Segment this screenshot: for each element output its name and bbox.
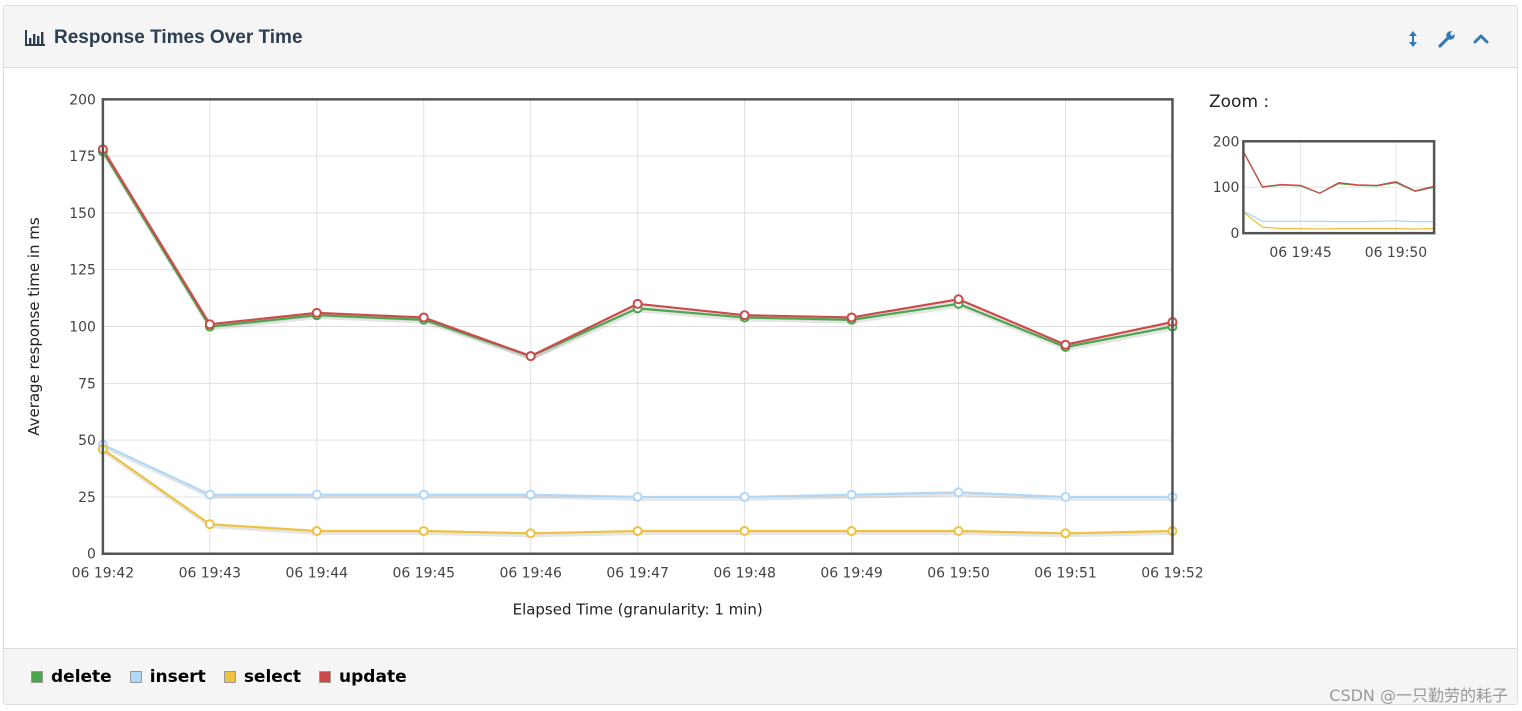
data-point-select (632, 526, 643, 537)
legend-label: insert (149, 667, 206, 687)
watermark: CSDN @一只勤劳的耗子 (1329, 686, 1508, 705)
data-point-select (418, 526, 429, 537)
y-tick-label: 125 (69, 263, 96, 279)
x-tick-label: 06 19:44 (286, 566, 349, 582)
x-tick-label: 06 19:46 (499, 566, 561, 582)
y-tick-label: 150 (69, 206, 96, 222)
data-point-select (525, 528, 536, 539)
y-axis-label: Average response time in ms (25, 217, 43, 436)
y-tick-label: 50 (78, 433, 96, 449)
chevron-up-icon[interactable] (1470, 28, 1492, 50)
legend-item-insert[interactable]: insert (129, 667, 206, 687)
data-point-insert (846, 489, 857, 500)
legend-label: delete (51, 667, 112, 687)
data-point-select (739, 526, 750, 537)
legend-item-delete[interactable]: delete (31, 667, 112, 687)
legend: delete insert select update (31, 667, 425, 687)
zoom-plot-border (1242, 140, 1436, 235)
x-tick-label: 06 19:45 (393, 566, 455, 582)
data-point-update (311, 307, 322, 318)
x-tick-label: 06 19:51 (1034, 566, 1096, 582)
x-tick-label: 06 19:42 (72, 566, 134, 582)
data-point-select (311, 526, 322, 537)
panel-footer: delete insert select update (4, 648, 1517, 704)
data-point-insert (418, 489, 429, 500)
response-times-panel: Response Times Over Time 0 25 50 75 100 125 15… (3, 5, 1518, 705)
x-tick-label: 06 19:43 (179, 566, 241, 582)
y-tick-label: 25 (78, 490, 96, 506)
plot-border (101, 98, 1174, 555)
panel-title: Response Times Over Time (54, 27, 303, 48)
data-point-update (204, 319, 215, 330)
data-point-select (953, 526, 964, 537)
bar-chart-icon (25, 30, 45, 46)
y-tick-label: 200 (69, 92, 96, 108)
data-point-update (846, 312, 857, 323)
y-tick-label: 100 (69, 320, 96, 336)
y-tick-label: 175 (69, 149, 96, 165)
data-point-update (632, 298, 643, 309)
zoom-series-line-update (1242, 151, 1435, 194)
y-tick-label: 75 (78, 376, 96, 392)
wrench-icon[interactable] (1436, 28, 1458, 50)
data-point-insert (311, 489, 322, 500)
data-point-insert (204, 489, 215, 500)
legend-swatch-select (223, 671, 236, 683)
data-point-insert (1060, 491, 1071, 502)
data-point-insert (953, 487, 964, 498)
response-times-chart: 0 25 50 75 100 125 150 175 200 06 19:42 06 19:43 06… (25, 92, 1436, 619)
x-tick-label: 06 19:50 (927, 566, 989, 582)
x-tick-label: 06 19:48 (713, 566, 775, 582)
x-tick-label: 06 19:47 (606, 566, 668, 582)
data-point-insert (525, 489, 536, 500)
x-tick-label: 06 19:49 (820, 566, 882, 582)
zoom-y-tick-label: 100 (1213, 180, 1240, 196)
legend-item-update[interactable]: update (319, 667, 407, 687)
x-tick-label: 06 19:52 (1141, 566, 1203, 582)
data-point-update (418, 312, 429, 323)
data-point-update (1060, 339, 1071, 350)
zoom-y-tick-label: 200 (1213, 134, 1240, 150)
series-shadow-insert (103, 444, 1174, 501)
data-point-select (1060, 528, 1071, 539)
legend-swatch-insert (129, 671, 142, 683)
data-point-update (739, 310, 750, 321)
data-point-update (525, 351, 536, 362)
data-point-insert (739, 491, 750, 502)
data-point-select (846, 526, 857, 537)
zoom-y-tick-label: 0 (1230, 226, 1239, 242)
zoom-series-line-insert (1243, 210, 1435, 223)
data-point-select (204, 519, 215, 530)
y-tick-label: 0 (87, 547, 96, 563)
x-axis-label: Elapsed Time (granularity: 1 min) (513, 601, 763, 619)
legend-swatch-update (319, 671, 332, 683)
zoom-x-tick-label: 06 19:45 (1269, 245, 1331, 261)
data-point-update (953, 294, 964, 305)
legend-swatch-delete (31, 671, 43, 683)
legend-item-select[interactable]: select (223, 667, 302, 687)
vertical-resize-icon[interactable] (1402, 28, 1424, 50)
legend-label: select (243, 667, 302, 687)
panel-heading: Response Times Over Time (4, 6, 1517, 68)
zoom-label: Zoom : (1209, 92, 1270, 112)
zoom-x-tick-label: 06 19:50 (1365, 245, 1427, 261)
zoom-series-line-select (1242, 211, 1435, 230)
series-shadow-delete (102, 152, 1174, 361)
legend-label: update (339, 667, 407, 687)
data-point-insert (632, 491, 643, 502)
